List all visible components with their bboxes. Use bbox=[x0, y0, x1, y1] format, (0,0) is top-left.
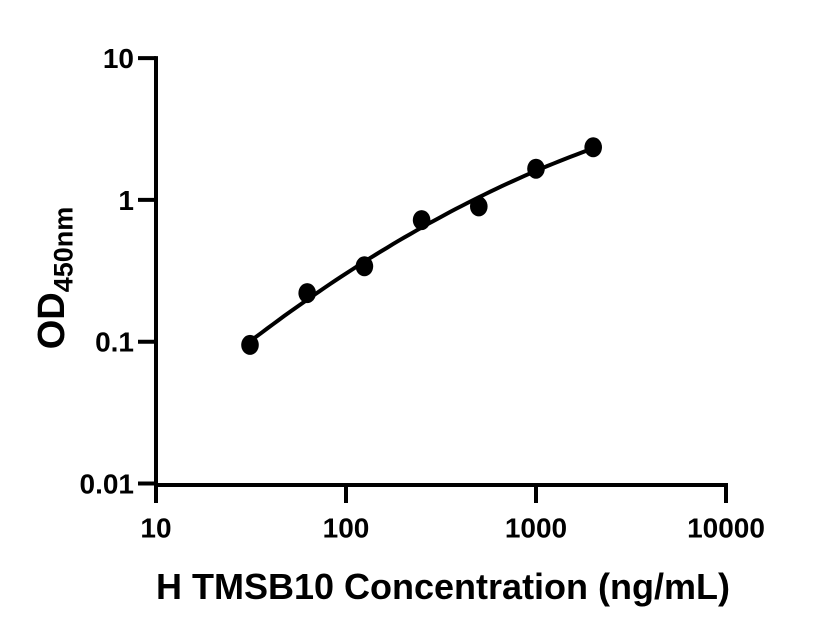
data-point bbox=[298, 283, 317, 304]
y-axis-title-subscript: 450nm bbox=[48, 206, 79, 293]
data-point bbox=[584, 137, 602, 158]
data-points bbox=[241, 137, 602, 355]
x-tick-label: 10 bbox=[140, 513, 171, 544]
data-point bbox=[527, 158, 545, 179]
data-point bbox=[470, 196, 488, 217]
x-tick-label: 1000 bbox=[505, 513, 567, 544]
x-tick-label: 100 bbox=[323, 513, 370, 544]
y-tick-label: 0.01 bbox=[80, 469, 135, 500]
y-axis-title-main: OD bbox=[31, 292, 73, 350]
data-point bbox=[412, 210, 431, 231]
y-tick-label: 0.1 bbox=[95, 327, 134, 358]
data-point bbox=[355, 256, 374, 277]
y-axis-title: OD450nm bbox=[31, 177, 79, 379]
x-tick-label: 10000 bbox=[687, 513, 765, 544]
data-point bbox=[241, 334, 259, 355]
fit-curve bbox=[248, 146, 596, 344]
y-tick-label: 1 bbox=[118, 185, 134, 216]
y-tick-label: 10 bbox=[103, 43, 134, 74]
x-axis-title: H TMSB10 Concentration (ng/mL) bbox=[156, 566, 730, 607]
